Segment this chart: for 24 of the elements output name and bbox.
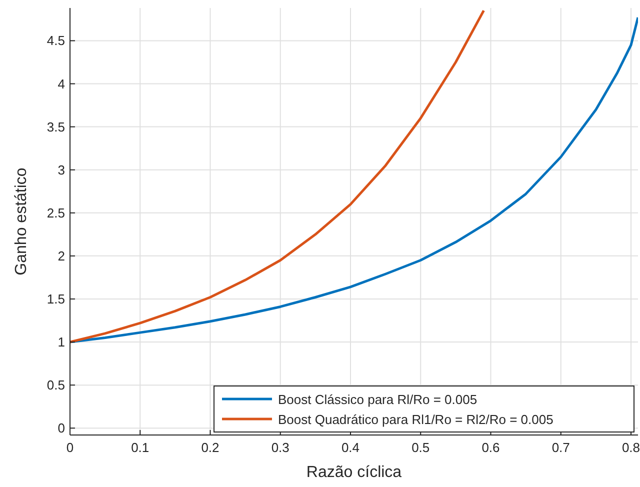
- x-tick-label: 0.7: [552, 440, 570, 455]
- y-tick-label: 3: [58, 162, 65, 178]
- legend-label: Boost Clássico para Rl/Ro = 0.005: [278, 392, 478, 407]
- x-tick-label: 0.1: [131, 440, 150, 455]
- y-tick-label: 4.5: [46, 33, 65, 48]
- y-tick-label: 2.5: [46, 205, 65, 220]
- x-tick-label: 0.4: [341, 440, 360, 455]
- x-tick-label: 0.6: [482, 440, 500, 455]
- x-axis-title: Razão cíclica: [306, 464, 402, 481]
- x-tick-label: 0.2: [201, 440, 220, 455]
- y-tick-label: 2: [58, 248, 65, 264]
- y-tick-label: 1: [58, 334, 65, 350]
- y-tick-label: 0.5: [46, 378, 65, 393]
- line-series: [70, 16, 638, 344]
- x-tick-label: 0.3: [271, 440, 290, 455]
- y-tick-label: 3.5: [46, 119, 65, 134]
- y-tick-label: 1.5: [46, 291, 65, 306]
- y-tick-label: 4: [58, 76, 65, 92]
- x-tick-label: 0.8: [622, 440, 640, 455]
- x-tick-label: 0.5: [412, 440, 430, 455]
- legend-label: Boost Quadrático para Rl1/Ro = Rl2/Ro = 0.005: [278, 412, 554, 427]
- y-axis-title: Ganho estático: [13, 168, 30, 276]
- line-series: [70, 9, 485, 344]
- y-tick-label: 0: [58, 420, 65, 436]
